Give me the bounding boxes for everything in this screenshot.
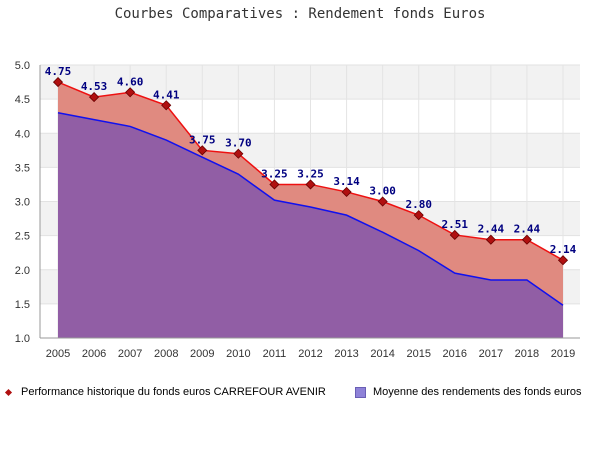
legend-item-performance: Performance historique du fonds euros CA… <box>4 386 326 398</box>
data-point <box>269 179 280 190</box>
data-point <box>89 92 100 103</box>
x-tick-label: 2018 <box>515 348 539 360</box>
data-label: 4.53 <box>81 80 108 93</box>
data-point <box>161 100 172 111</box>
data-label: 3.14 <box>333 175 360 188</box>
data-label: 3.25 <box>261 167 288 180</box>
data-label: 3.75 <box>189 133 216 146</box>
series-areas <box>58 82 563 339</box>
y-tick-label: 4.0 <box>15 128 30 140</box>
data-point <box>449 229 460 241</box>
y-tick-label: 3.0 <box>15 197 30 209</box>
square-swatch-icon <box>355 386 366 398</box>
area-average <box>58 112 563 339</box>
diamond-marker-icon <box>4 388 13 396</box>
x-tick-label: 2006 <box>82 348 106 360</box>
data-label: 3.00 <box>369 185 396 198</box>
data-label: 3.25 <box>297 167 324 180</box>
x-tick-label: 2016 <box>443 348 467 360</box>
y-tick-label: 1.0 <box>15 333 30 345</box>
x-tick-label: 2010 <box>226 348 250 360</box>
chart-title: Courbes Comparatives : Rendement fonds E… <box>114 6 486 22</box>
x-tick-label: 2014 <box>370 348 394 360</box>
x-tick-label: 2011 <box>263 348 287 360</box>
x-tick-label: 2005 <box>46 348 70 360</box>
data-label: 4.60 <box>117 75 144 88</box>
data-point <box>233 148 244 159</box>
data-point <box>377 196 388 207</box>
data-point <box>413 210 424 221</box>
y-tick-label: 5.0 <box>15 60 30 72</box>
data-point <box>125 87 136 98</box>
data-label: 3.70 <box>225 137 252 150</box>
data-labels: 4.75 4.53 4.60 4.41 3.75 3.70 3.25 3.25 3.14 3.00… <box>45 65 577 256</box>
line-average <box>57 112 564 306</box>
data-label: 4.41 <box>153 88 180 101</box>
x-tick-label: 2015 <box>406 348 430 360</box>
y-tick-label: 4.5 <box>15 94 30 106</box>
y-tick-label: 3.5 <box>15 162 30 174</box>
data-markers <box>52 76 569 266</box>
x-tick-label: 2008 <box>154 348 178 360</box>
data-label: 2.51 <box>442 218 469 231</box>
x-tick-label: 2012 <box>298 348 322 360</box>
data-label: 2.80 <box>405 198 432 211</box>
axes: 1.0 1.5 2.0 2.5 3.0 3.5 4.0 4.5 5.0 2005 2006 2007 2… <box>15 60 580 360</box>
data-point <box>485 234 496 245</box>
data-point <box>52 76 64 88</box>
legend-label-average: Moyenne des rendements des fonds euros <box>373 386 582 398</box>
x-tick-label: 2017 <box>479 348 503 360</box>
data-point <box>557 255 569 266</box>
data-label: 4.75 <box>45 65 72 78</box>
data-label: 2.14 <box>550 243 577 256</box>
legend: Performance historique du fonds euros CA… <box>0 386 600 406</box>
data-point <box>521 234 532 245</box>
data-point <box>305 179 316 190</box>
x-tick-label: 2013 <box>334 348 358 360</box>
x-tick-label: 2019 <box>551 348 575 360</box>
y-tick-label: 2.0 <box>15 265 30 277</box>
legend-item-average: Moyenne des rendements des fonds euros <box>355 386 582 398</box>
x-tick-label: 2009 <box>190 348 214 360</box>
x-tick-label: 2007 <box>118 348 142 360</box>
legend-label-performance: Performance historique du fonds euros CA… <box>21 386 326 398</box>
y-tick-label: 2.5 <box>15 231 30 243</box>
data-point <box>197 145 208 156</box>
data-label: 2.44 <box>514 223 541 236</box>
data-point <box>341 186 352 198</box>
data-label: 2.44 <box>478 223 505 236</box>
y-tick-label: 1.5 <box>15 299 30 311</box>
